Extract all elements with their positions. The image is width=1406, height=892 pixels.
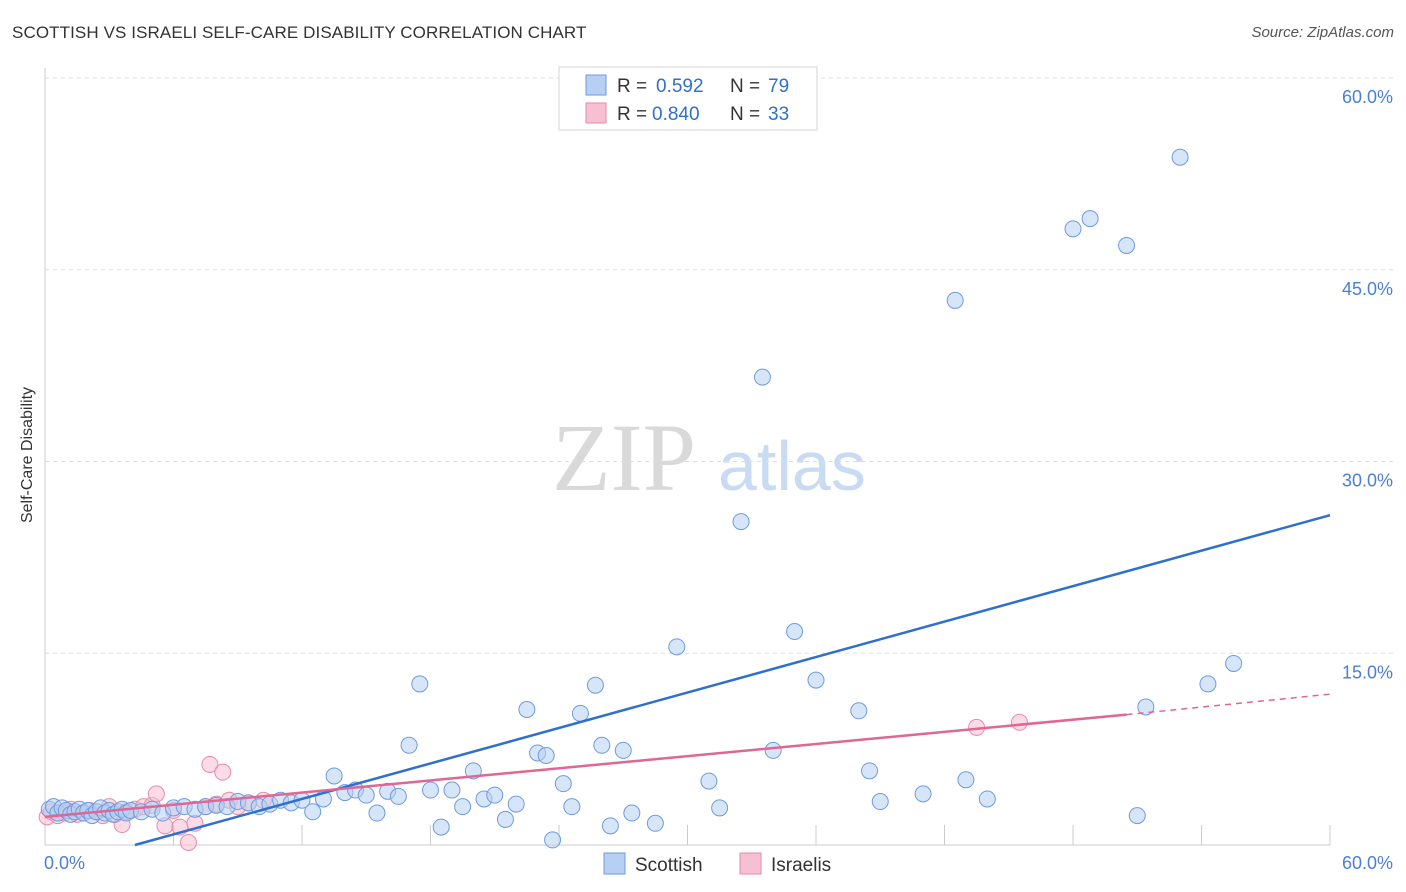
scottish-point <box>601 817 619 835</box>
israeli-point <box>179 833 197 851</box>
israeli-point <box>147 785 165 803</box>
scottish-point <box>732 513 750 531</box>
watermark-atlas: atlas <box>718 427 866 505</box>
scottish-point <box>325 767 343 785</box>
scottish-point <box>1128 807 1146 825</box>
chart-title: SCOTTISH VS ISRAELI SELF-CARE DISABILITY… <box>12 23 587 42</box>
scottish-point <box>700 772 718 790</box>
scottish-point <box>1199 675 1217 693</box>
scottish-point <box>507 795 525 813</box>
grid-lines <box>45 77 1395 654</box>
scottish-point <box>978 790 996 808</box>
scottish-point <box>807 671 825 689</box>
scottish-point <box>1225 654 1243 672</box>
legend-r-label: R = <box>617 76 647 97</box>
legend-n-label: N = <box>730 104 760 125</box>
scottish-point <box>668 638 686 656</box>
scottish-point <box>544 831 562 849</box>
israeli-point <box>201 755 219 773</box>
israeli-trendline-extension <box>1126 693 1331 716</box>
scottish-point <box>443 781 461 799</box>
scottish-point <box>571 704 589 722</box>
bottom-legend: Scottish Israelis <box>603 852 831 876</box>
scottish-point <box>389 787 407 805</box>
y-tick-label: 30.0% <box>1342 471 1393 491</box>
scottish-point <box>518 700 536 718</box>
scottish-point <box>586 676 604 694</box>
scottish-point <box>1064 220 1082 238</box>
trendlines <box>44 513 1331 847</box>
legend-swatch-scottish <box>585 74 607 96</box>
scottish-point <box>711 799 729 817</box>
scottish-point <box>957 771 975 789</box>
legend-n-value: 33 <box>768 104 789 125</box>
scottish-point <box>786 623 804 641</box>
bottom-legend-swatch-israeli <box>739 852 762 875</box>
watermark-zip: ZIP <box>552 404 696 511</box>
scottish-point <box>368 804 386 822</box>
scottish-point <box>646 814 664 832</box>
legend-n-value: 79 <box>768 76 789 97</box>
scottish-point <box>614 741 632 759</box>
watermark: ZIP atlas <box>552 404 866 511</box>
bottom-legend-israelis: Israelis <box>771 855 831 876</box>
scottish-point <box>432 818 450 836</box>
scottish-point <box>454 798 472 816</box>
israeli-point <box>214 763 232 781</box>
scottish-point <box>764 741 782 759</box>
legend-r-value: 0.840 <box>652 104 700 125</box>
source-label: Source: ZipAtlas.com <box>1251 24 1394 41</box>
y-tick-label: 15.0% <box>1342 662 1393 682</box>
israeli-point <box>1010 713 1028 731</box>
scottish-point <box>554 775 572 793</box>
bottom-legend-scottish: Scottish <box>635 855 703 876</box>
scottish-point <box>623 804 641 822</box>
scottish-point <box>1171 148 1189 166</box>
scottish-point <box>400 736 418 754</box>
scottish-point <box>914 785 932 803</box>
israeli-trendline <box>44 713 1127 819</box>
x-tick-label: 0.0% <box>44 853 85 873</box>
scottish-point <box>946 291 964 309</box>
legend: R = 0.592 N = 79 R = 0.840 N = 33 <box>558 66 818 131</box>
scottish-point <box>411 675 429 693</box>
scottish-point <box>422 781 439 799</box>
scottish-point <box>753 368 771 386</box>
y-tick-label: 60.0% <box>1342 87 1393 107</box>
legend-swatch-israeli <box>585 102 607 124</box>
scottish-point <box>1118 236 1136 254</box>
scottish-point <box>593 736 611 754</box>
scottish-point <box>861 762 879 780</box>
legend-r-label: R = <box>617 104 647 125</box>
scottish-point <box>486 786 504 804</box>
scottish-point <box>1081 210 1099 228</box>
scottish-point <box>850 702 868 720</box>
scottish-trendline <box>134 513 1331 847</box>
bottom-legend-swatch-scottish <box>603 852 626 875</box>
y-tick-label: 45.0% <box>1342 279 1393 299</box>
scottish-point <box>537 747 555 765</box>
tick-labels: 15.0% 30.0% 45.0% 60.0% 0.0% 60.0% <box>44 87 1393 873</box>
legend-n-label: N = <box>730 76 760 97</box>
x-tick-label: 60.0% <box>1342 853 1393 873</box>
scottish-point <box>563 798 581 816</box>
scottish-point <box>304 803 322 821</box>
legend-r-value: 0.592 <box>656 76 704 97</box>
scottish-point <box>496 810 514 828</box>
scottish-point <box>871 793 889 811</box>
scottish-point <box>357 786 375 804</box>
scottish-point <box>1137 698 1155 716</box>
